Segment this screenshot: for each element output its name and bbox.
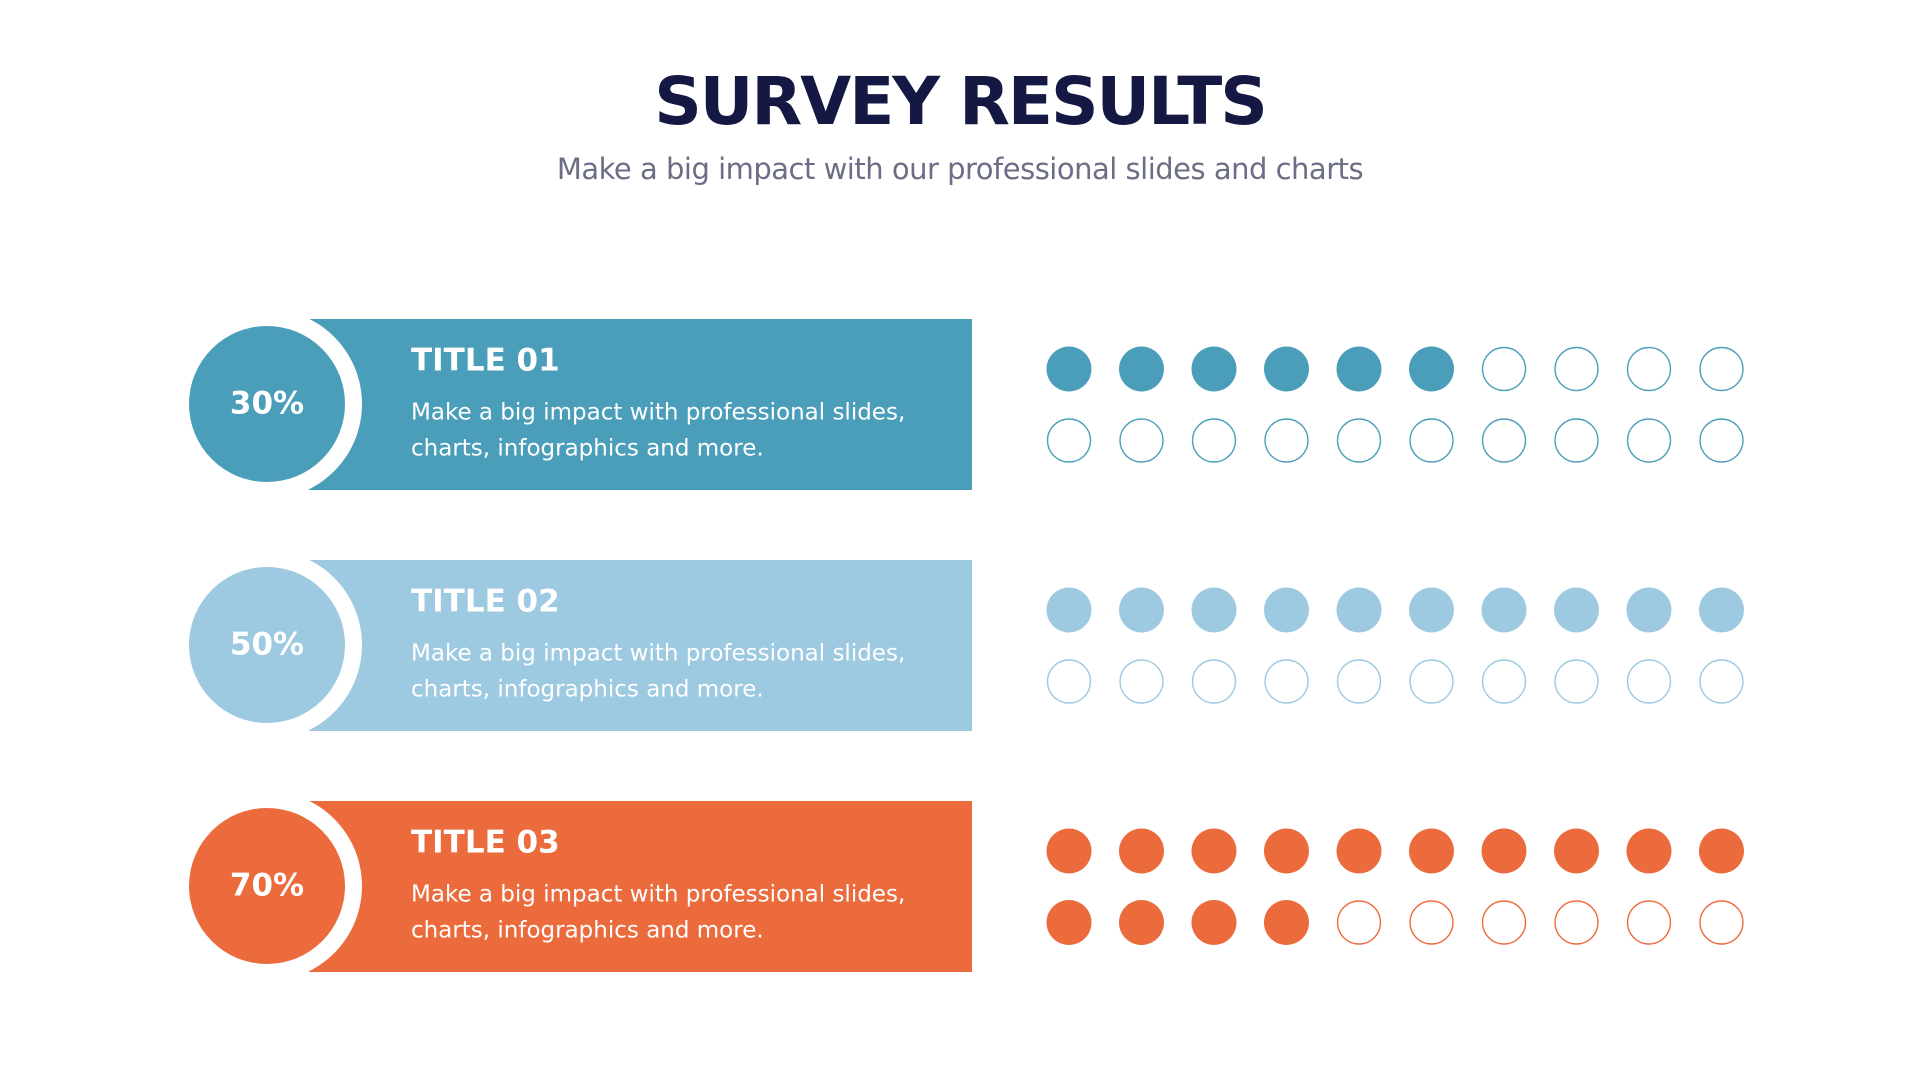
row-description: Make a big impact with professional slid… [411,400,905,426]
dot-filled [1481,587,1527,633]
dot-empty [1046,418,1092,463]
dot-empty [1481,418,1527,463]
dot-empty [1046,659,1092,704]
banner [309,319,972,490]
dot-empty [1409,418,1454,463]
dot-filled [1264,828,1309,874]
dot-empty [1191,418,1237,463]
dot-filled [1554,587,1599,633]
dot-filled [1046,587,1092,633]
dot-filled [1191,828,1237,874]
dot-empty [1481,900,1527,945]
dot-filled [1699,587,1744,633]
row-description: Make a big impact with professional slid… [411,882,905,908]
percent-label: 50% [230,627,304,663]
badge [189,567,345,723]
dot-empty [1481,346,1527,392]
dot-filled [1336,346,1382,392]
row-description: charts, infographics and more. [411,677,764,703]
percent-label: 70% [230,868,304,904]
dot-filled [1119,828,1164,874]
dot-empty [1336,900,1382,945]
dot-empty [1554,346,1599,392]
dot-empty [1554,659,1599,704]
dot-empty [1409,659,1454,704]
dot-filled [1046,900,1092,945]
dot-empty [1699,659,1744,704]
dot-filled [1264,900,1309,945]
dot-filled [1626,587,1672,633]
dot-empty [1336,418,1382,463]
dot-filled [1481,828,1527,874]
dot-filled [1699,828,1744,874]
dot-empty [1119,659,1164,704]
dot-filled [1119,587,1164,633]
dot-filled [1191,900,1237,945]
dot-empty [1626,659,1672,704]
dot-empty [1191,659,1237,704]
row-title: TITLE 01 [411,343,560,379]
percent-label: 30% [230,386,304,422]
dot-empty [1699,418,1744,463]
dot-filled [1264,587,1309,633]
dot-filled [1336,828,1382,874]
row-description: charts, infographics and more. [411,918,764,944]
dot-empty [1699,900,1744,945]
banner [309,560,972,731]
row-title: TITLE 02 [411,584,560,620]
dot-filled [1409,828,1454,874]
dot-empty [1336,659,1382,704]
banner [309,801,972,972]
dot-empty [1699,346,1744,392]
dot-empty [1409,900,1454,945]
row-description: Make a big impact with professional slid… [411,641,905,667]
dot-filled [1409,587,1454,633]
dot-filled [1336,587,1382,633]
dot-filled [1191,587,1237,633]
row-title: TITLE 03 [411,825,560,861]
dot-filled [1046,346,1092,392]
dot-filled [1119,900,1164,945]
dot-empty [1554,900,1599,945]
dot-filled [1626,828,1672,874]
dot-filled [1554,828,1599,874]
dot-empty [1626,346,1672,392]
dot-empty [1626,900,1672,945]
dot-empty [1626,418,1672,463]
dot-filled [1409,346,1454,392]
row-description: charts, infographics and more. [411,436,764,462]
dot-empty [1264,418,1309,463]
dot-filled [1264,346,1309,392]
dot-empty [1554,418,1599,463]
subtitle: Make a big impact with our professional … [557,152,1363,186]
title: SURVEY RESULTS [654,63,1266,140]
dot-empty [1264,659,1309,704]
dot-filled [1119,346,1164,392]
dot-empty [1481,659,1527,704]
dot-filled [1046,828,1092,874]
badge [189,808,345,964]
dot-filled [1191,346,1237,392]
badge [189,326,345,482]
dot-empty [1119,418,1164,463]
